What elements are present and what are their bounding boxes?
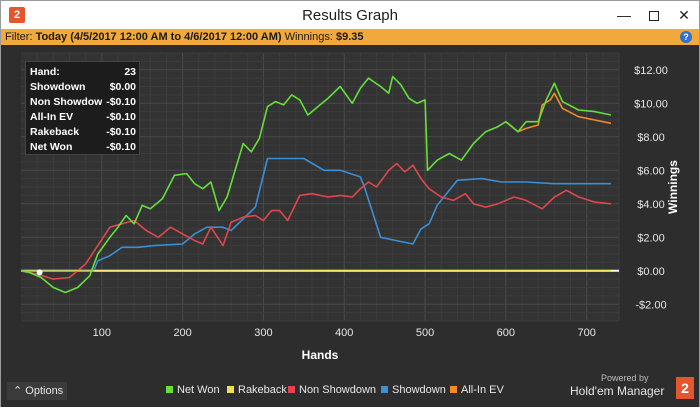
legend-label: Net Won [177, 384, 220, 396]
y-axis-label: Winnings [666, 160, 680, 214]
hand-stats-box: Hand: 23 Showdown $0.00 Non Showdown -$0.10… [25, 61, 140, 155]
stat-row-net-won: Net Won -$0.10 [30, 140, 138, 155]
legend-label: Rakeback [238, 384, 287, 396]
hover-point-marker [37, 270, 42, 275]
options-button[interactable]: ⌃ Options [7, 382, 67, 400]
legend-label: Non Showdown [299, 384, 376, 396]
legend-item-all-in-ev[interactable]: All-In EV [450, 383, 504, 397]
stat-value: $0.00 [110, 80, 136, 95]
x-tick-label: 700 [577, 327, 595, 339]
x-tick-label: 400 [335, 327, 353, 339]
stat-label: Rakeback [30, 125, 102, 140]
y-tick-label: $12.00 [634, 65, 668, 77]
legend-item-showdown[interactable]: Showdown [381, 383, 446, 397]
filter-range: Today (4/5/2017 12:00 AM to 4/6/2017 12:… [36, 31, 282, 43]
y-tick-label: $10.00 [634, 98, 668, 110]
x-tick-label: 600 [497, 327, 515, 339]
x-tick-label: 200 [173, 327, 191, 339]
title-bar: 2 Results Graph — ✕ [1, 1, 699, 29]
stat-label: Non Showdown [30, 95, 102, 110]
legend-item-non-showdown[interactable]: Non Showdown [288, 383, 376, 397]
legend-label: All-In EV [461, 384, 504, 396]
legend-item-rakeback[interactable]: Rakeback [227, 383, 287, 397]
stat-label: All-In EV [30, 110, 102, 125]
y-tick-label: $2.00 [637, 232, 665, 244]
stat-label: Showdown [30, 80, 102, 95]
x-axis-label: Hands [302, 348, 339, 362]
stat-value: 23 [124, 65, 136, 80]
stat-value: -$0.10 [106, 125, 136, 140]
stat-row-hand: Hand: 23 [30, 65, 138, 80]
product-name: Hold'em Manager [570, 384, 664, 398]
legend-swatch [288, 386, 295, 393]
stat-value: -$0.10 [106, 95, 136, 110]
stat-label: Hand: [30, 65, 102, 80]
stat-row-all-in-ev: All-In EV -$0.10 [30, 110, 138, 125]
stat-row-non-showdown: Non Showdown -$0.10 [30, 95, 138, 110]
powered-by-text: Powered by [601, 373, 649, 383]
hm-logo-icon: 2 [676, 377, 694, 399]
y-tick-label: $6.00 [637, 165, 665, 177]
filter-label: Filter: [5, 31, 33, 43]
close-button[interactable]: ✕ [669, 1, 699, 29]
legend-swatch [166, 386, 173, 393]
maximize-button[interactable] [639, 1, 669, 29]
x-tick-label: 500 [416, 327, 434, 339]
x-tick-label: 300 [254, 327, 272, 339]
x-tick-label: 100 [93, 327, 111, 339]
maximize-icon [649, 11, 659, 21]
legend-swatch [227, 386, 234, 393]
minimize-button[interactable]: — [609, 1, 639, 29]
stat-label: Net Won [30, 140, 102, 155]
filter-bar: Filter: Today (4/5/2017 12:00 AM to 4/6/… [1, 29, 699, 45]
legend-swatch [450, 386, 457, 393]
winnings-label: Winnings: [285, 31, 333, 43]
y-tick-label: -$2.00 [635, 299, 666, 311]
stat-value: -$0.10 [106, 140, 136, 155]
y-tick-label: $8.00 [637, 132, 665, 144]
stat-value: -$0.10 [106, 110, 136, 125]
help-icon[interactable]: ? [680, 31, 692, 43]
y-tick-label: $0.00 [637, 266, 665, 278]
legend-item-net-won[interactable]: Net Won [166, 383, 220, 397]
stat-row-showdown: Showdown $0.00 [30, 80, 138, 95]
legend-label: Showdown [392, 384, 446, 396]
stat-row-rakeback: Rakeback -$0.10 [30, 125, 138, 140]
winnings-value: $9.35 [336, 31, 364, 43]
window-title: Results Graph [1, 7, 699, 24]
legend-swatch [381, 386, 388, 393]
y-tick-label: $4.00 [637, 199, 665, 211]
